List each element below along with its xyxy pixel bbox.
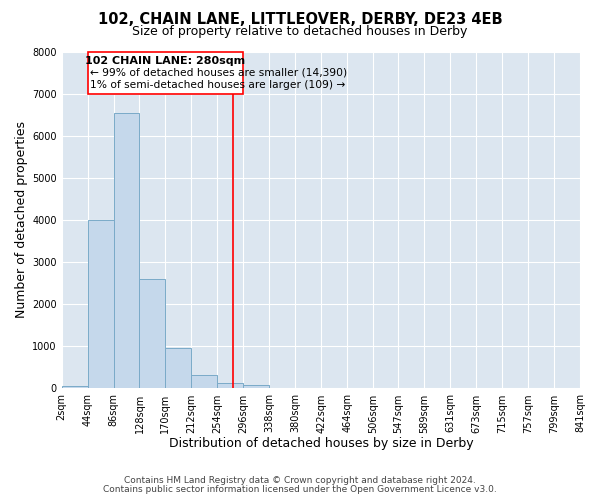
Bar	[217, 383, 243, 388]
FancyBboxPatch shape	[88, 52, 243, 94]
Text: ← 99% of detached houses are smaller (14,390): ← 99% of detached houses are smaller (14…	[90, 68, 347, 78]
Bar	[191, 376, 217, 388]
Bar	[166, 348, 191, 389]
X-axis label: Distribution of detached houses by size in Derby: Distribution of detached houses by size …	[169, 437, 473, 450]
Bar	[139, 279, 166, 388]
Text: Size of property relative to detached houses in Derby: Size of property relative to detached ho…	[133, 25, 467, 38]
Y-axis label: Number of detached properties: Number of detached properties	[15, 122, 28, 318]
Text: 102, CHAIN LANE, LITTLEOVER, DERBY, DE23 4EB: 102, CHAIN LANE, LITTLEOVER, DERBY, DE23…	[98, 12, 502, 28]
Bar	[62, 386, 88, 388]
Text: 1% of semi-detached houses are larger (109) →: 1% of semi-detached houses are larger (1…	[90, 80, 346, 90]
Text: Contains public sector information licensed under the Open Government Licence v3: Contains public sector information licen…	[103, 485, 497, 494]
Bar	[243, 384, 269, 388]
Bar	[88, 220, 113, 388]
Bar	[113, 112, 139, 388]
Text: Contains HM Land Registry data © Crown copyright and database right 2024.: Contains HM Land Registry data © Crown c…	[124, 476, 476, 485]
Text: 102 CHAIN LANE: 280sqm: 102 CHAIN LANE: 280sqm	[85, 56, 245, 66]
